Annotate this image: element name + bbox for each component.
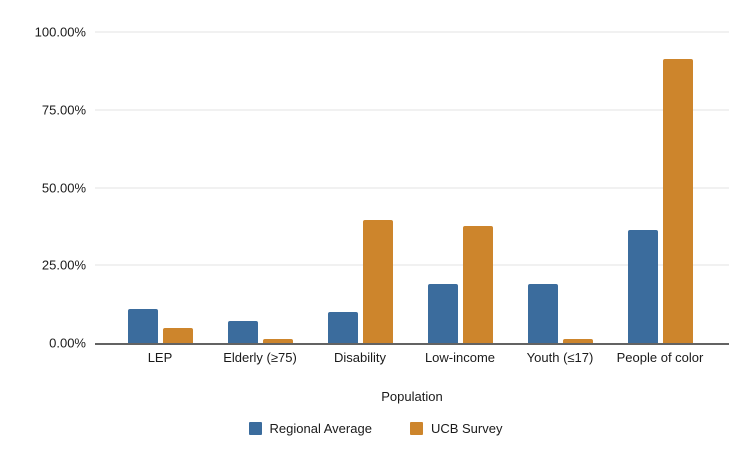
bar-group-lep [110,32,210,343]
gridline-50 [95,187,729,188]
bar-group-people-of-color [610,32,710,343]
legend-swatch-icon [248,422,262,435]
bar-regional-average-low-income[interactable] [427,283,458,343]
bar-regional-average-disability[interactable] [327,311,358,343]
x-category-label-lep: LEP [147,350,173,365]
bar-regional-average-people-of-color[interactable] [627,229,658,343]
bar-group-youth-17 [510,32,610,343]
y-tick-label-100: 100.00% [34,24,86,40]
gridline-25 [95,264,729,266]
bars-row [110,32,710,343]
x-axis-labels: LEP Elderly (≥75) Disability Low-income Yout… [110,350,710,365]
y-axis: 0.00% 25.00% 50.00% 75.00% 100.00% [0,25,86,351]
plot-area [95,31,729,345]
x-category-label-people-of-color: People of color [616,350,704,365]
bar-ucb-survey-low-income[interactable] [462,226,493,343]
bar-ucb-survey-people-of-color[interactable] [662,59,693,343]
legend-item-regional-average[interactable]: Regional Average [248,421,372,436]
x-category-label-youth-17: Youth (≤17) [526,350,594,365]
y-tick-label-0: 0.00% [49,335,86,351]
x-axis-baseline [95,343,729,345]
x-category-label-elderly-75: Elderly (≥75) [223,350,297,365]
bar-group-disability [310,32,410,343]
bar-regional-average-elderly-75[interactable] [227,321,258,343]
bar-regional-average-lep[interactable] [127,308,158,343]
x-category-label-disability: Disability [333,350,386,365]
gridline-100 [95,31,729,33]
x-axis-title: Population [381,389,443,404]
x-category-label-low-income: Low-income [424,350,496,365]
y-tick-label-25: 25.00% [41,257,86,273]
y-tick-label-50: 50.00% [41,180,86,195]
bar-group-elderly-75 [210,32,310,343]
gridline-75 [95,109,729,111]
bar-ucb-survey-lep[interactable] [162,328,193,343]
bar-group-low-income [410,32,510,343]
bar-ucb-survey-disability[interactable] [362,219,393,343]
bar-regional-average-youth-17[interactable] [527,283,558,343]
legend-label-ucb-survey: UCB Survey [430,421,503,436]
bar-ucb-survey-elderly-75[interactable] [262,339,293,343]
legend-label-regional-average: Regional Average [269,421,372,436]
y-tick-label-75: 75.00% [41,102,86,118]
bar-ucb-survey-youth-17[interactable] [562,339,593,343]
legend-item-ucb-survey[interactable]: UCB Survey [409,421,503,436]
legend: Regional Average UCB Survey [0,421,751,436]
legend-swatch-icon [409,422,423,435]
